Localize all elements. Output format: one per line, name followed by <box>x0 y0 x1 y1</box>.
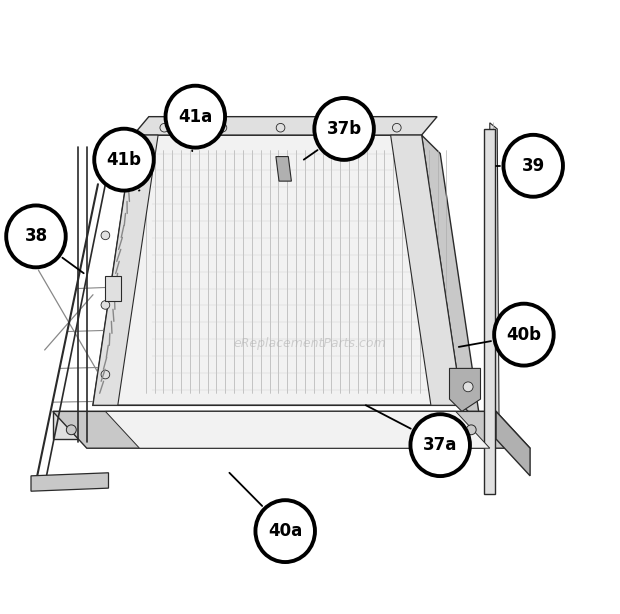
Ellipse shape <box>94 129 154 190</box>
Polygon shape <box>276 157 291 181</box>
Circle shape <box>466 425 476 435</box>
Circle shape <box>160 123 169 132</box>
Polygon shape <box>484 129 495 494</box>
Circle shape <box>218 123 227 132</box>
Ellipse shape <box>255 500 315 562</box>
Polygon shape <box>488 123 499 433</box>
Circle shape <box>66 425 76 435</box>
Ellipse shape <box>6 206 66 267</box>
Circle shape <box>277 123 285 132</box>
Circle shape <box>101 161 110 170</box>
Polygon shape <box>496 411 530 476</box>
Polygon shape <box>450 368 480 411</box>
Text: eReplacementParts.com: eReplacementParts.com <box>234 337 386 351</box>
Text: 41a: 41a <box>178 107 213 126</box>
Text: 40a: 40a <box>268 522 303 540</box>
Polygon shape <box>105 411 490 448</box>
Polygon shape <box>391 135 462 405</box>
Circle shape <box>101 370 110 379</box>
Text: 37b: 37b <box>327 120 361 138</box>
Polygon shape <box>53 411 496 439</box>
Ellipse shape <box>494 304 554 365</box>
Circle shape <box>334 123 343 132</box>
Polygon shape <box>93 135 462 405</box>
Ellipse shape <box>410 414 470 476</box>
Text: 39: 39 <box>521 157 545 175</box>
Polygon shape <box>422 135 480 424</box>
Polygon shape <box>93 135 158 405</box>
Circle shape <box>101 231 110 239</box>
Ellipse shape <box>166 86 225 147</box>
Text: 41b: 41b <box>107 150 141 169</box>
Text: 37a: 37a <box>423 436 458 454</box>
Circle shape <box>463 382 473 392</box>
Circle shape <box>392 123 401 132</box>
Circle shape <box>101 301 110 309</box>
Text: 40b: 40b <box>507 325 541 344</box>
Ellipse shape <box>503 135 563 196</box>
Polygon shape <box>105 276 121 301</box>
Ellipse shape <box>314 98 374 160</box>
Polygon shape <box>133 117 437 135</box>
Polygon shape <box>53 411 530 448</box>
Text: 38: 38 <box>24 227 48 246</box>
Polygon shape <box>31 473 108 491</box>
